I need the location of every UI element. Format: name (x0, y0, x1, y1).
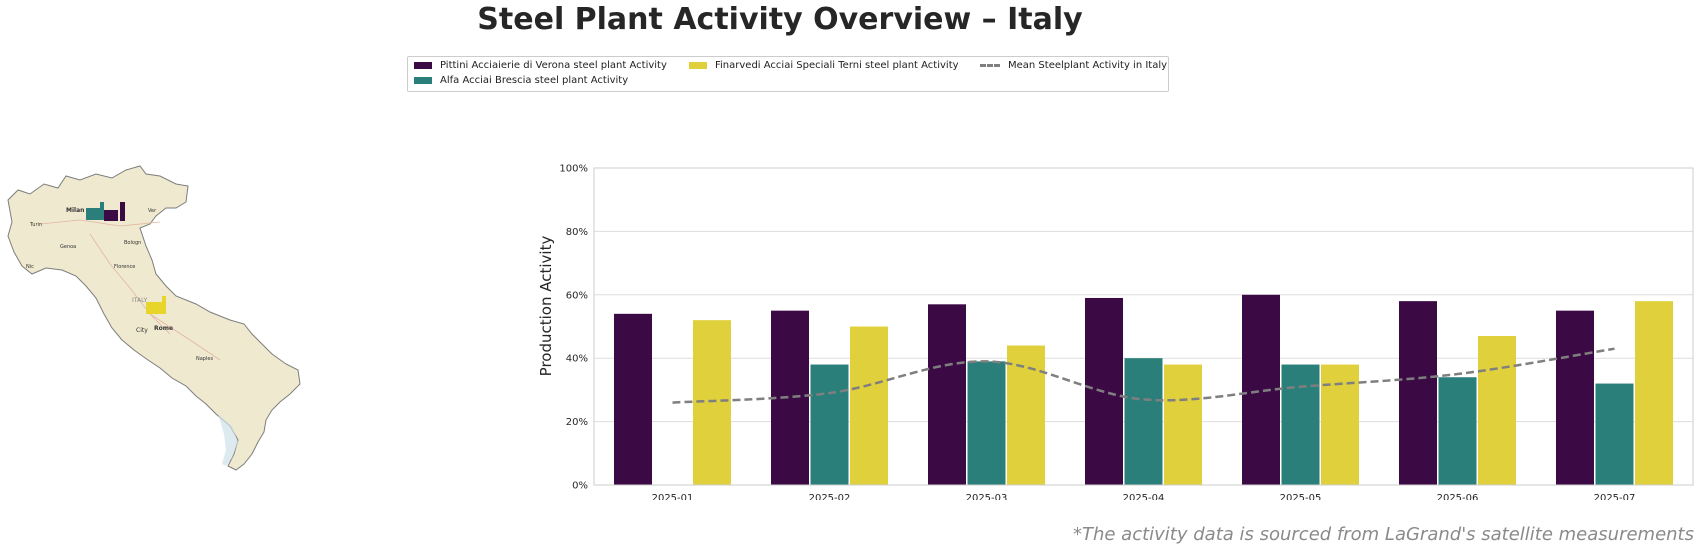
x-tick-label: 2025-03 (966, 493, 1008, 500)
legend-line-mean (980, 64, 1000, 67)
italy-map-svg: Milan Turin Genoa Bologn Florence ITALY … (0, 164, 310, 486)
bar-terni-2025-07 (1635, 301, 1673, 485)
bar-brescia-2025-04 (1124, 358, 1163, 485)
legend-swatch-terni (689, 62, 707, 69)
factory-icon-verona (104, 202, 125, 221)
chart-bars (614, 294, 1673, 485)
bar-verona-2025-07 (1556, 310, 1594, 485)
y-tick-label: 100% (559, 164, 588, 175)
bar-terni-2025-04 (1164, 364, 1202, 485)
page-title: Steel Plant Activity Overview – Italy (477, 2, 1083, 37)
factory-icon-brescia (86, 202, 104, 220)
legend-item-mean: Mean Steelplant Activity in Italy (980, 60, 1167, 71)
chart-axes: 0% 20% 40% 60% 80% 100% 2025-01 2025-02 2025-03 2… (559, 164, 1694, 504)
y-tick-label: 60% (566, 290, 588, 301)
activity-chart: 0% 20% 40% 60% 80% 100% 2025-01 2025-02 2025-03 2… (530, 160, 1702, 504)
italy-map: Milan Turin Genoa Bologn Florence ITALY … (0, 164, 310, 486)
map-label-turin: Turin (29, 222, 42, 228)
bar-brescia-2025-06 (1438, 377, 1477, 485)
sea-shading (218, 414, 238, 466)
map-label-bologna: Bologn (124, 240, 141, 246)
road-central (89, 233, 171, 335)
map-label-italy: ITALY (132, 297, 148, 304)
legend-label-brescia: Alfa Acciai Brescia steel plant Activity (440, 75, 629, 86)
bar-brescia-2025-07 (1595, 383, 1634, 485)
x-tick-label: 2025-07 (1594, 493, 1636, 500)
road-south (149, 313, 221, 361)
legend-label-terni: Finarvedi Acciai Speciali Terni steel pl… (715, 60, 959, 71)
map-label-genoa: Genoa (60, 244, 76, 250)
map-label-rome: Rome (154, 325, 173, 332)
bar-verona-2025-03 (928, 304, 966, 485)
bar-verona-2025-06 (1399, 301, 1437, 485)
x-tick-label: 2025-01 (652, 493, 694, 500)
bar-brescia-2025-03 (967, 361, 1006, 485)
map-label-city: City (136, 327, 148, 334)
bar-terni-2025-06 (1478, 336, 1516, 485)
y-tick-label: 80% (566, 227, 588, 238)
legend-swatch-verona (414, 62, 432, 69)
road-north (39, 219, 161, 227)
y-tick-label: 40% (566, 354, 588, 365)
map-label-florence: Florence (114, 264, 135, 270)
legend-label-verona: Pittini Acciaierie di Verona steel plant… (440, 60, 667, 71)
footnote: *The activity data is sourced from LaGra… (1072, 524, 1694, 545)
bar-brescia-2025-05 (1281, 364, 1320, 485)
x-tick-label: 2025-02 (809, 493, 851, 500)
legend-item-verona: Pittini Acciaierie di Verona steel plant… (414, 60, 667, 71)
legend-swatch-brescia (414, 77, 432, 84)
bar-terni-2025-02 (850, 326, 888, 485)
map-label-ver: Ver (148, 208, 157, 214)
map-label-naples: Naples (196, 356, 213, 362)
bar-verona-2025-05 (1242, 294, 1280, 485)
activity-chart-svg: 0% 20% 40% 60% 80% 100% 2025-01 2025-02 2025-03 2… (537, 164, 1694, 504)
legend-item-brescia: Alfa Acciai Brescia steel plant Activity (414, 75, 628, 86)
factory-icon-terni (146, 296, 166, 314)
mean-activity-line (672, 347, 1615, 404)
bar-brescia-2025-02 (810, 364, 849, 485)
y-tick-label: 0% (572, 481, 588, 492)
x-tick-label: 2025-04 (1123, 493, 1165, 500)
y-tick-label: 20% (566, 417, 588, 428)
x-tick-label: 2025-05 (1280, 493, 1322, 500)
legend-item-terni: Finarvedi Acciai Speciali Terni steel pl… (689, 60, 959, 71)
x-tick-label: 2025-06 (1437, 493, 1479, 500)
map-roads (39, 219, 221, 361)
y-axis-label: Production Activity (537, 236, 555, 377)
chart-mean-line (672, 347, 1615, 404)
bar-terni-2025-03 (1007, 345, 1045, 485)
plot-frame (593, 167, 1694, 486)
map-label-milan: Milan (66, 207, 84, 214)
map-label-nice: Nic (26, 264, 34, 270)
legend-label-mean: Mean Steelplant Activity in Italy (1008, 60, 1168, 71)
chart-legend: Pittini Acciaierie di Verona steel plant… (407, 56, 1169, 92)
bar-verona-2025-01 (614, 313, 652, 485)
bar-verona-2025-02 (771, 310, 809, 485)
